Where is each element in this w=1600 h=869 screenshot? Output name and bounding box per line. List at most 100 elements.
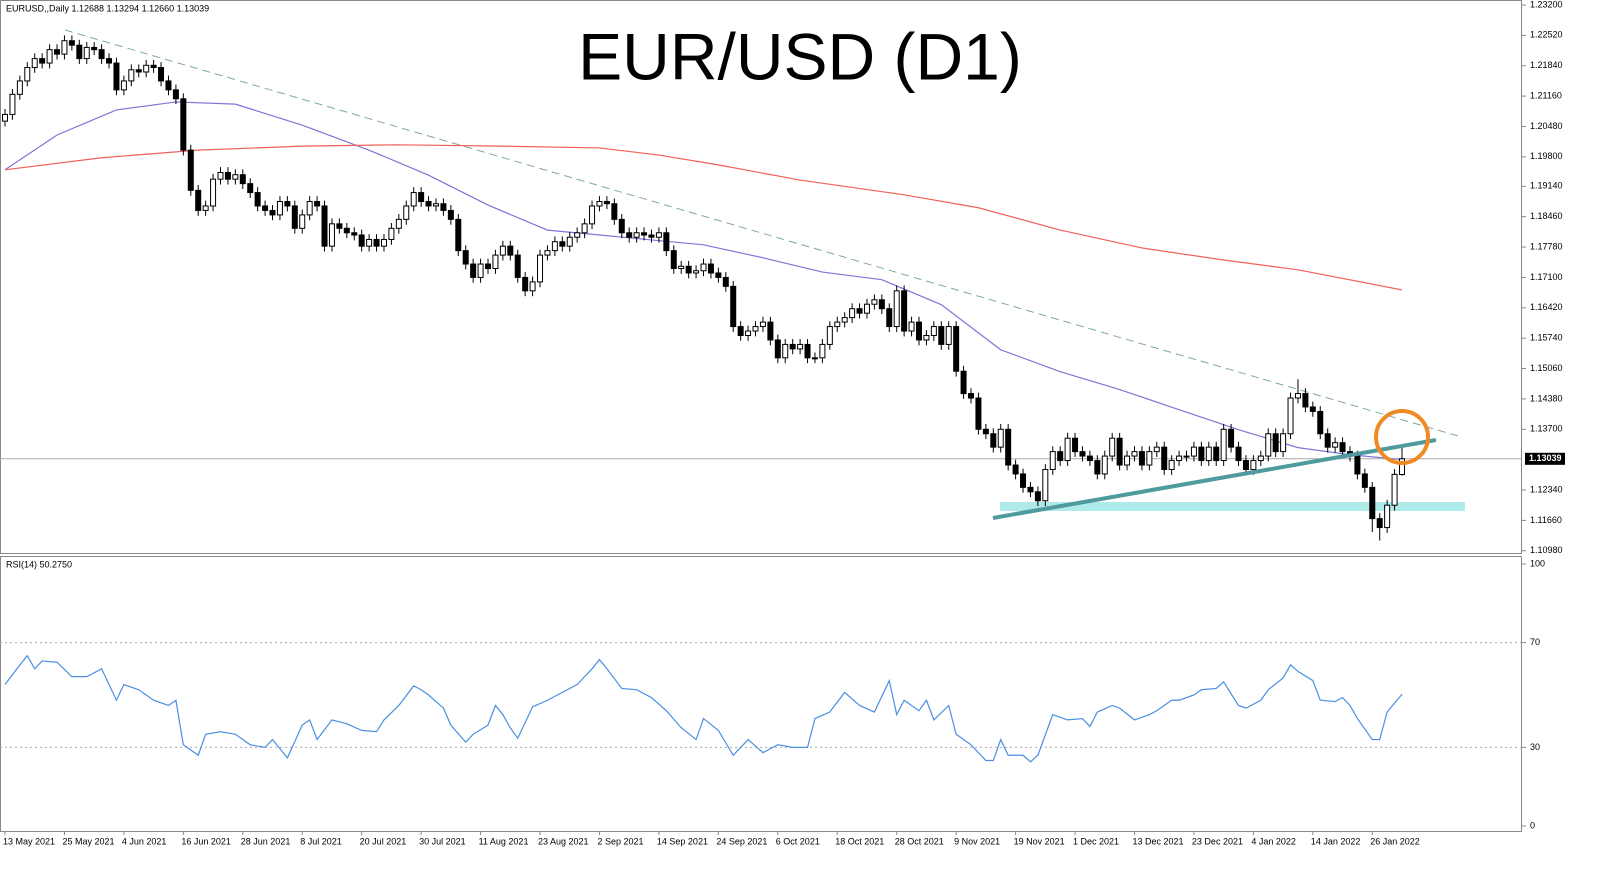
candle-body	[83, 46, 90, 60]
candle-body	[202, 205, 209, 211]
candle-body	[336, 223, 343, 229]
candle-body	[566, 236, 573, 247]
candle-body	[559, 241, 566, 247]
candle-body	[470, 263, 477, 278]
candle-body	[968, 393, 975, 399]
candle-body	[953, 326, 960, 372]
candle-body	[648, 234, 655, 238]
candle-body	[745, 330, 752, 336]
support-trendline	[992, 438, 1437, 520]
candle-body	[1332, 442, 1339, 448]
candle-body	[1094, 460, 1101, 475]
candle-body	[581, 223, 588, 234]
candle-body	[596, 201, 603, 207]
y-tick-label: 1.15060	[1530, 363, 1563, 373]
candle-body	[1324, 433, 1331, 448]
candle-body	[759, 321, 766, 328]
candle-body	[455, 218, 462, 252]
y-tick-label: 1.20480	[1530, 121, 1563, 131]
candle-body	[863, 303, 870, 314]
candle-body	[871, 299, 878, 305]
candle-body	[589, 205, 596, 225]
candle-body	[1020, 473, 1027, 488]
candle-body	[886, 308, 893, 328]
candle-body	[492, 254, 499, 270]
y-tick-label: 1.10980	[1530, 545, 1563, 555]
candle-body	[1250, 460, 1257, 470]
rsi-tick-label: 70	[1530, 637, 1540, 647]
candle-body	[1027, 486, 1034, 493]
moving-average	[4, 101, 1403, 461]
candle-body	[1220, 428, 1227, 462]
candle-body	[158, 67, 165, 82]
chart-header: EURUSD,,Daily 1.12688 1.13294 1.12660 1.…	[6, 3, 209, 13]
candle-body	[299, 214, 306, 229]
x-tick-label: 26 Jan 2022	[1370, 836, 1420, 846]
candle-body	[856, 308, 863, 314]
candle-body	[737, 326, 744, 336]
x-tick-label: 2 Sep 2021	[597, 836, 643, 846]
candle-body	[180, 98, 187, 151]
candle-body	[618, 218, 625, 234]
candle-body	[403, 205, 410, 220]
candle-body	[693, 270, 700, 274]
candle-body	[930, 326, 937, 336]
candle-body	[410, 192, 417, 207]
candle-body	[328, 223, 335, 247]
breakout-highlight	[1374, 409, 1430, 465]
candle-body	[1399, 458, 1405, 475]
y-tick-label: 1.16420	[1530, 302, 1563, 312]
candle-body	[655, 232, 662, 238]
candle-body	[1272, 433, 1279, 453]
candle-body	[1034, 491, 1041, 502]
y-tick-label: 1.21160	[1530, 90, 1562, 100]
candle-body	[1042, 468, 1049, 502]
candle-body	[373, 238, 380, 247]
candle-body	[782, 343, 789, 359]
candle-body	[826, 326, 833, 345]
rsi-tick-label: 30	[1530, 742, 1540, 752]
candle-body	[106, 58, 113, 64]
x-tick-label: 13 Dec 2021	[1132, 836, 1183, 846]
candle-body	[529, 281, 536, 292]
plot-layer: 1.23200 1.22520 1.21840 1.21160 1.20480 1.198…	[0, 0, 1565, 846]
candle-body	[901, 290, 908, 332]
candle-body	[1309, 406, 1316, 412]
candle-body	[195, 189, 202, 211]
y-tick-label: 1.17100	[1530, 272, 1563, 282]
candle-body	[982, 428, 989, 435]
candle-body	[893, 290, 900, 328]
candle-body	[1235, 446, 1242, 462]
y-tick-label: 1.17780	[1530, 241, 1563, 251]
candle-body	[923, 334, 930, 341]
y-tick-label: 1.19140	[1530, 181, 1563, 191]
candle-body	[1302, 393, 1309, 408]
candle-body	[990, 433, 997, 448]
candle-body	[1242, 460, 1249, 470]
candle-body	[841, 317, 848, 323]
candle-body	[247, 183, 254, 194]
y-tick-label: 1.11660	[1530, 515, 1562, 525]
last-price-tag	[1525, 452, 1565, 465]
candle-body	[603, 201, 610, 205]
y-tick-label: 1.12340	[1530, 484, 1563, 494]
candle-body	[232, 174, 239, 180]
candle-body	[611, 203, 618, 220]
candle-body	[16, 80, 23, 95]
candle-body	[2, 113, 8, 122]
x-tick-label: 4 Jan 2022	[1251, 836, 1296, 846]
candle-body	[224, 171, 231, 180]
y-tick-label: 1.13700	[1530, 424, 1563, 434]
candle-body	[678, 265, 685, 270]
candle-body	[797, 343, 804, 350]
candle-body	[98, 49, 105, 60]
y-tick-label: 1.21840	[1530, 60, 1563, 70]
candle-body	[685, 265, 692, 274]
x-tick-label: 18 Oct 2021	[835, 836, 884, 846]
candle-body	[715, 272, 722, 278]
candle-body	[849, 308, 856, 319]
x-tick-label: 6 Oct 2021	[776, 836, 820, 846]
candle-body	[1176, 455, 1183, 462]
candle-body	[120, 80, 127, 91]
